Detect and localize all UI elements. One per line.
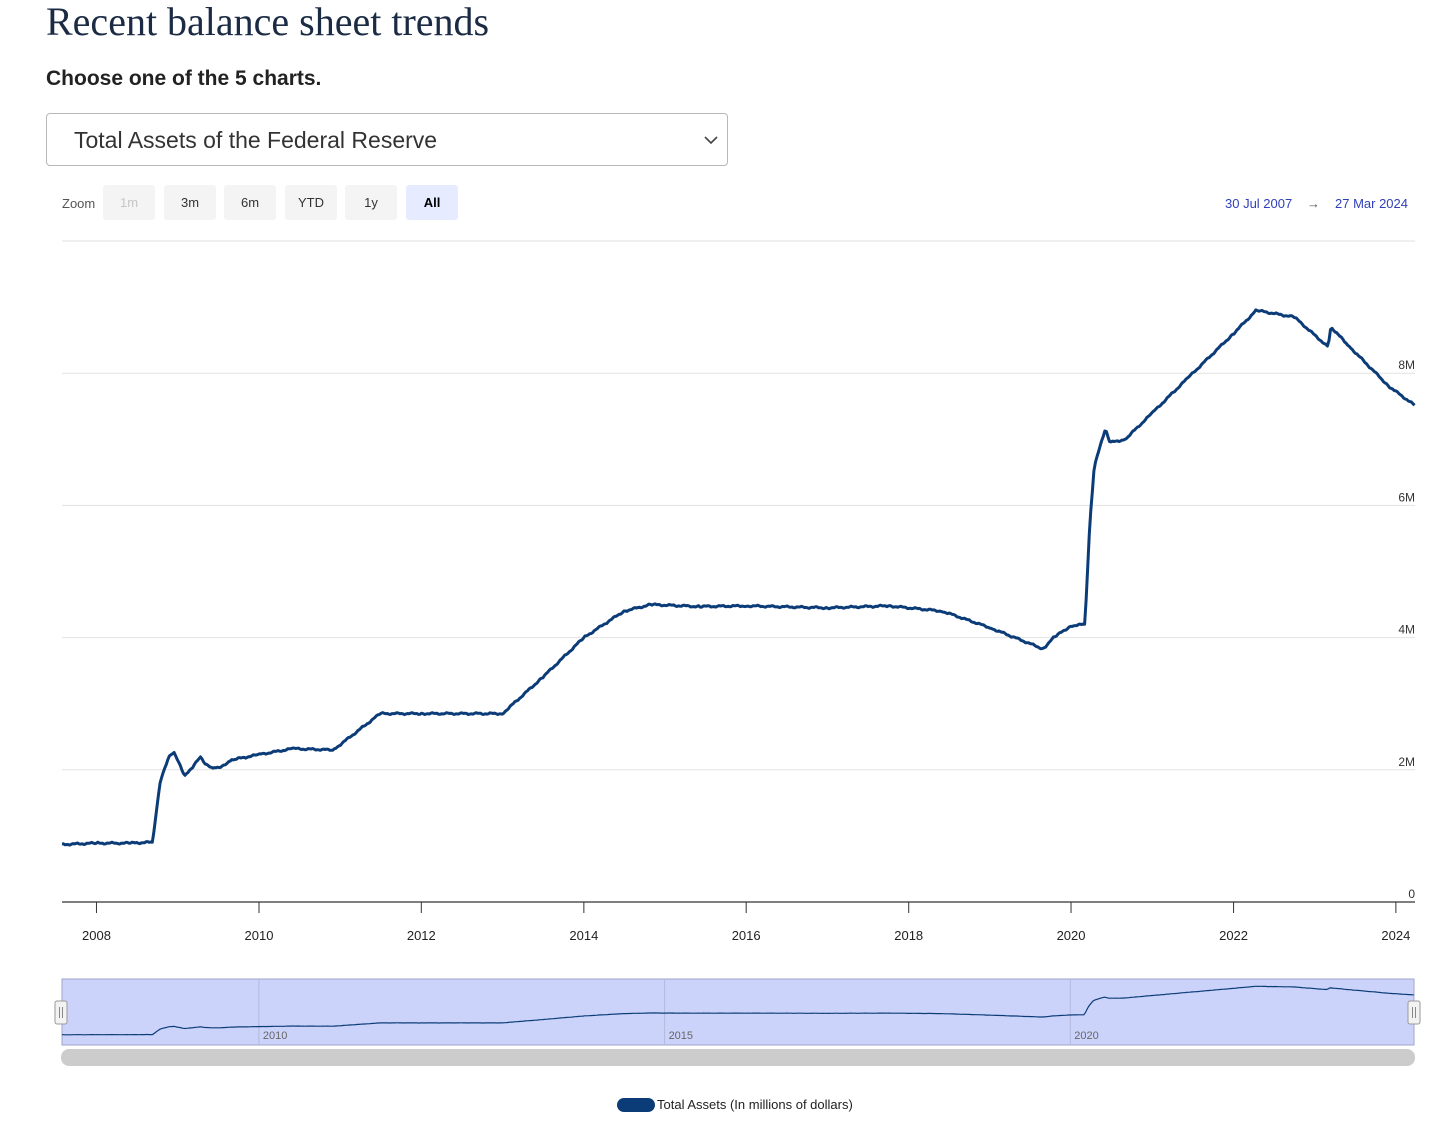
chart-selector-value: Total Assets of the Federal Reserve: [74, 127, 438, 153]
data-point[interactable]: [1327, 323, 1335, 331]
navigator-left-handle[interactable]: [54, 1000, 68, 1025]
y-tick-label: 6M: [1398, 490, 1415, 504]
range-arrow: →: [1307, 196, 1320, 211]
data-point[interactable]: [499, 710, 507, 718]
range-from-date[interactable]: 30 Jul 2007: [1225, 196, 1293, 211]
page-title: Recent balance sheet trends: [46, 0, 490, 44]
data-point[interactable]: [93, 839, 101, 847]
x-tick-label: 2014: [569, 928, 598, 943]
y-tick-label: 8M: [1398, 358, 1415, 372]
data-point[interactable]: [1067, 622, 1075, 630]
data-point[interactable]: [149, 838, 157, 846]
zoom-all-button[interactable]: All: [406, 185, 458, 220]
navigator[interactable]: 2010 2015 2020: [54, 978, 1421, 1066]
data-point[interactable]: [1106, 439, 1114, 447]
data-point[interactable]: [1148, 409, 1156, 417]
x-tick-label: 2010: [245, 928, 274, 943]
data-point[interactable]: [695, 603, 703, 611]
data-point[interactable]: [203, 761, 211, 769]
data-point[interactable]: [1411, 402, 1419, 410]
series-line-total-assets[interactable]: [61, 308, 1416, 847]
legend-label: Total Assets (In millions of dollars): [657, 1097, 853, 1112]
chart-selector-dropdown[interactable]: Total Assets of the Federal Reserve: [46, 113, 728, 166]
y-axis-labels: 0 2M 4M 6M 8M: [1398, 358, 1415, 901]
navigator-right-handle[interactable]: [1407, 1000, 1421, 1025]
series-points: [58, 306, 1419, 848]
data-point[interactable]: [1090, 462, 1098, 470]
data-point[interactable]: [157, 776, 165, 784]
data-point[interactable]: [1344, 341, 1352, 349]
page-subtitle: Choose one of the 5 charts.: [46, 67, 322, 90]
data-point[interactable]: [1101, 425, 1109, 433]
y-tick-label: 0: [1408, 887, 1415, 901]
data-point[interactable]: [539, 673, 547, 681]
data-point[interactable]: [181, 772, 189, 780]
navigator-ticks: 2010 2015 2020: [258, 979, 1099, 1045]
data-point[interactable]: [1121, 435, 1129, 443]
range-to-date[interactable]: 27 Mar 2024: [1335, 196, 1408, 211]
x-tick-label: 2012: [407, 928, 436, 943]
x-tick-label: 2022: [1219, 928, 1248, 943]
data-point[interactable]: [1252, 306, 1260, 314]
data-point[interactable]: [171, 749, 179, 757]
x-axis-ticks: 2008 2010 2012 2014 2016 2018 2020 2022 2024: [82, 902, 1410, 943]
data-point[interactable]: [1230, 330, 1238, 338]
navigator-tick-label: 2020: [1074, 1030, 1098, 1042]
navigator-tick-label: 2010: [263, 1030, 287, 1042]
data-point[interactable]: [1050, 634, 1058, 642]
legend-swatch: [617, 1098, 655, 1112]
data-point[interactable]: [647, 601, 655, 609]
data-point[interactable]: [126, 839, 134, 847]
data-point[interactable]: [196, 753, 204, 761]
y-tick-label: 4M: [1398, 623, 1415, 637]
data-point[interactable]: [884, 602, 892, 610]
x-tick-label: 2018: [894, 928, 923, 943]
data-point[interactable]: [986, 624, 994, 632]
zoom-1m-button[interactable]: 1m: [103, 185, 155, 220]
navigator-selected-range[interactable]: [61, 978, 1415, 1046]
x-tick-label: 2016: [732, 928, 761, 943]
x-tick-label: 2020: [1057, 928, 1086, 943]
y-tick-label: 2M: [1398, 755, 1415, 769]
navigator-series-line: [62, 985, 1414, 1036]
data-point[interactable]: [152, 812, 160, 820]
data-point[interactable]: [938, 607, 946, 615]
data-point[interactable]: [417, 710, 425, 718]
chevron-down-icon: [704, 136, 718, 145]
data-point[interactable]: [376, 710, 384, 718]
zoom-label: Zoom: [62, 196, 96, 211]
data-point[interactable]: [1290, 313, 1298, 321]
data-point[interactable]: [1385, 382, 1393, 390]
data-point[interactable]: [1324, 343, 1332, 351]
data-point[interactable]: [217, 763, 225, 771]
navigator-scrollbar[interactable]: [61, 1049, 1415, 1066]
data-point[interactable]: [742, 602, 750, 610]
zoom-6m-button[interactable]: 6m: [224, 185, 276, 220]
data-point[interactable]: [289, 745, 297, 753]
data-point[interactable]: [1039, 645, 1047, 653]
data-point[interactable]: [255, 751, 263, 759]
data-point[interactable]: [824, 604, 832, 612]
zoom-1y-button[interactable]: 1y: [345, 185, 397, 220]
x-tick-label: 2008: [82, 928, 111, 943]
data-point[interactable]: [228, 756, 236, 764]
navigator-tick-label: 2015: [669, 1030, 693, 1042]
data-point[interactable]: [620, 607, 628, 615]
data-point[interactable]: [580, 634, 588, 642]
data-point[interactable]: [1081, 620, 1089, 628]
grid-lines: [62, 240, 1415, 771]
x-tick-label: 2024: [1381, 928, 1410, 943]
zoom-ytd-button[interactable]: YTD: [285, 185, 337, 220]
data-point[interactable]: [58, 841, 66, 849]
data-point[interactable]: [1182, 376, 1190, 384]
data-point[interactable]: [329, 746, 337, 754]
data-point[interactable]: [209, 764, 217, 772]
data-point[interactable]: [1086, 521, 1094, 529]
data-point[interactable]: [190, 761, 198, 769]
zoom-3m-button[interactable]: 3m: [164, 185, 216, 220]
